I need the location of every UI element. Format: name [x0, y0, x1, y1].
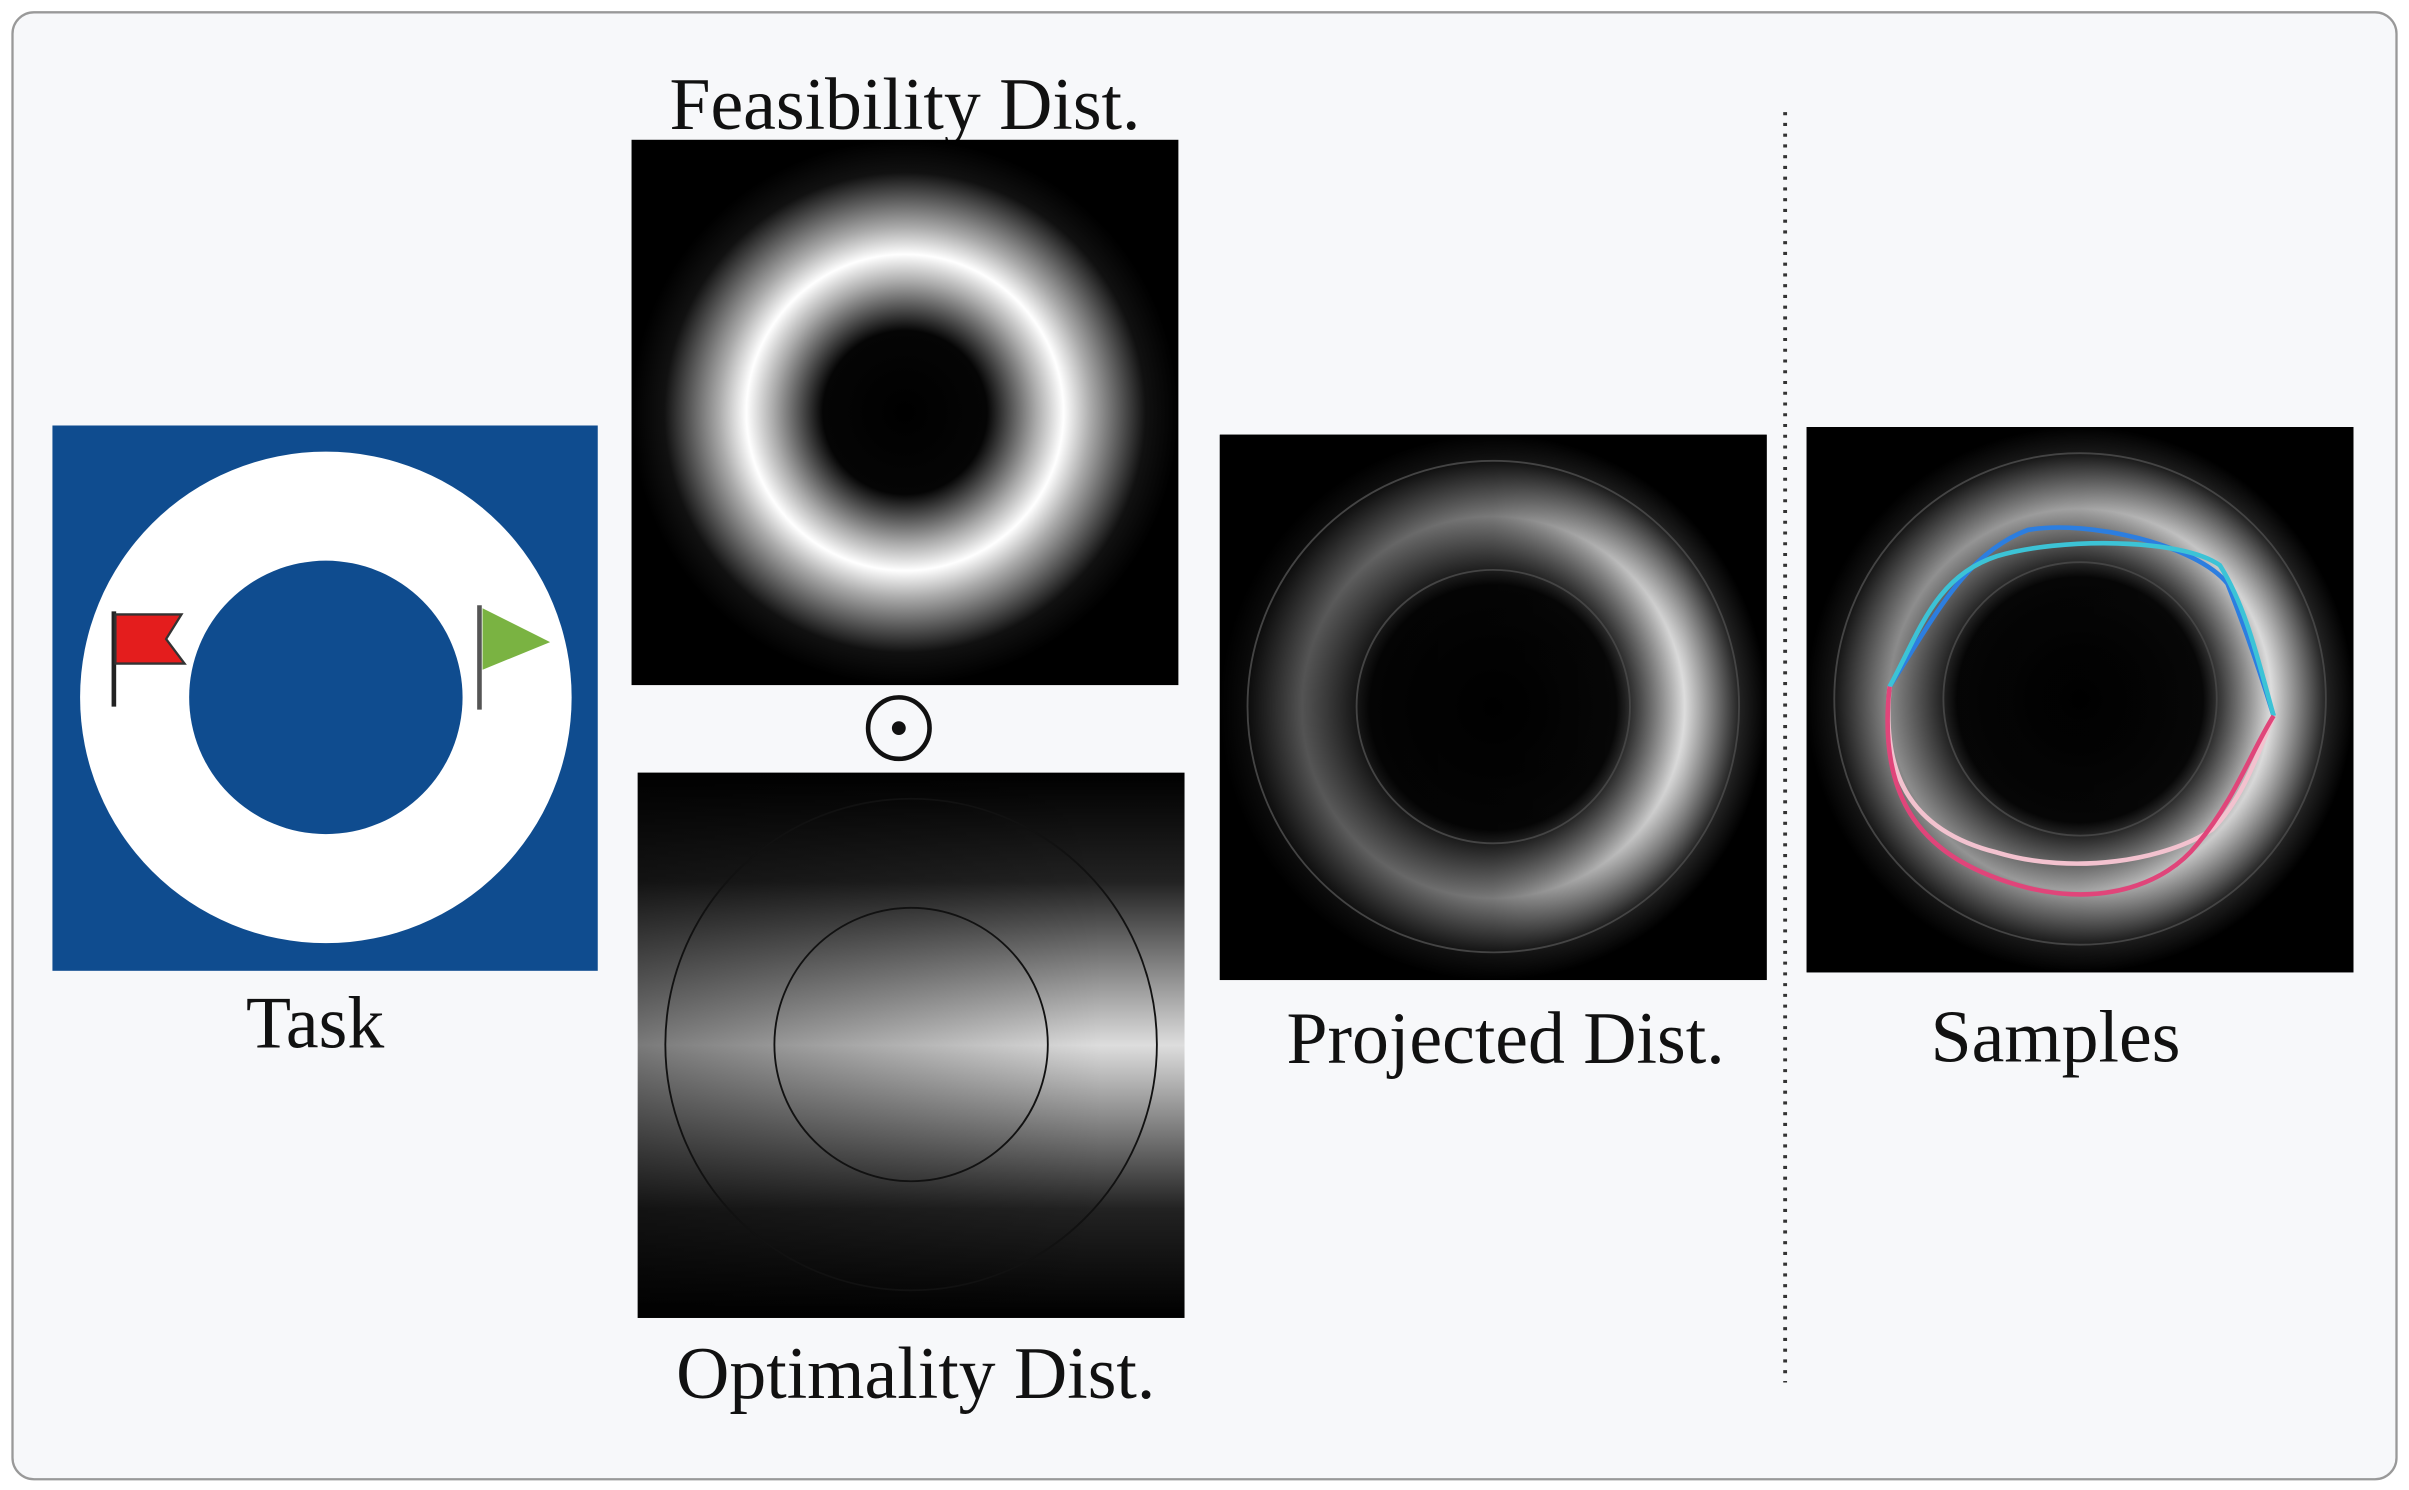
task-panel [52, 425, 598, 971]
product-symbol [865, 695, 932, 762]
projected-label: Projected Dist. [1287, 997, 1725, 1079]
projected-image [1219, 434, 1767, 981]
feasibility-label: Feasibility Dist. [669, 63, 1140, 145]
samples-label: Samples [1931, 995, 2181, 1077]
frame [11, 11, 2398, 1481]
feasibility-image [631, 139, 1179, 686]
samples-image [1806, 427, 2354, 973]
optimality-label: Optimality Dist. [676, 1332, 1155, 1414]
optimality-image [637, 772, 1185, 1318]
task-label: Task [246, 982, 384, 1064]
